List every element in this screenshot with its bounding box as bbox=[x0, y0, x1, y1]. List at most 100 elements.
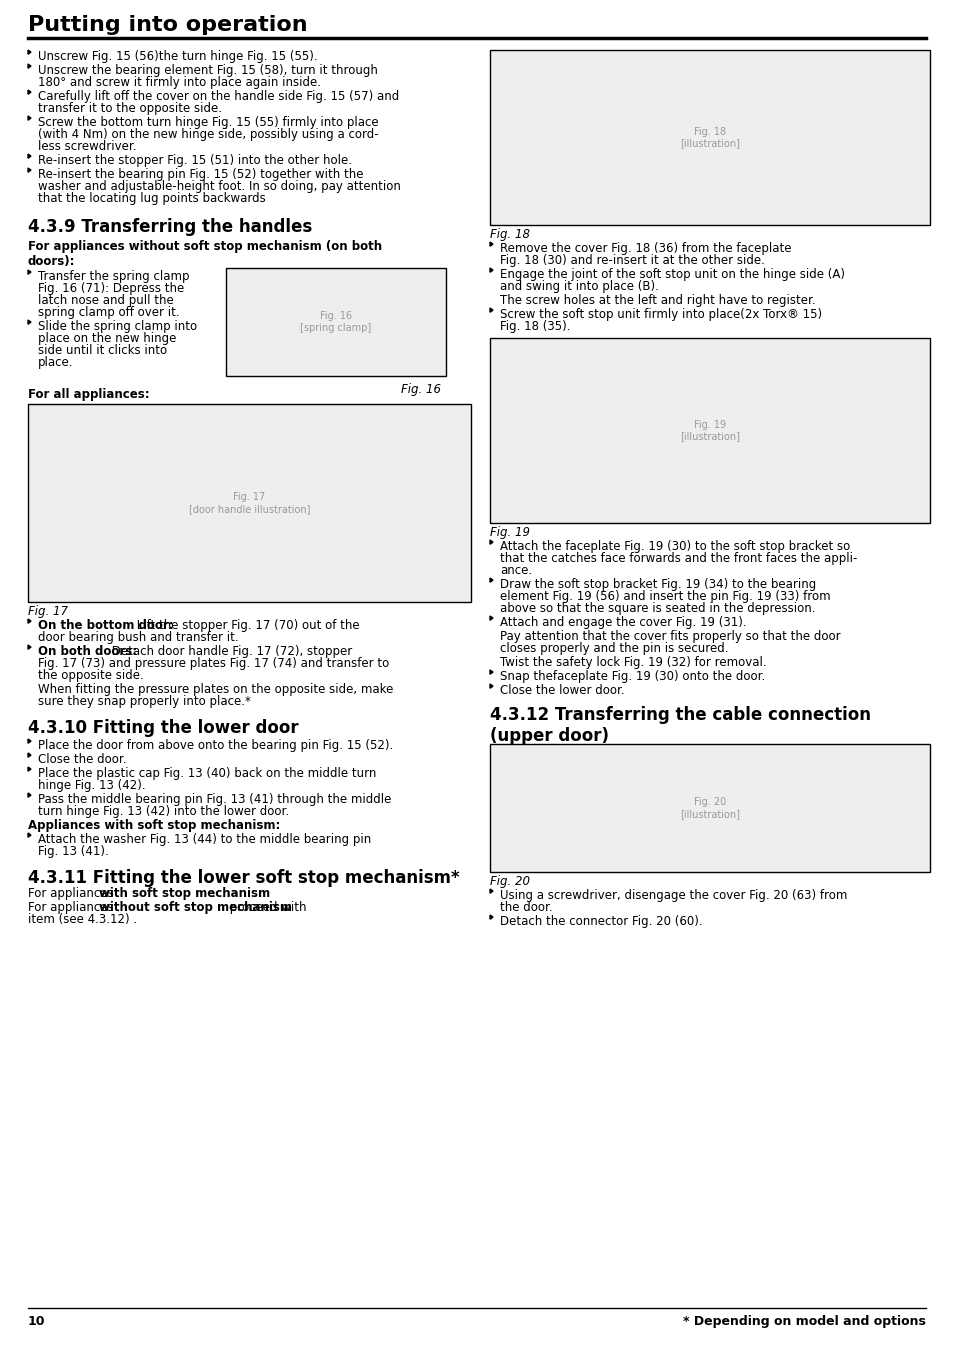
Text: Engage the joint of the soft stop unit on the hinge side (A): Engage the joint of the soft stop unit o… bbox=[499, 269, 844, 281]
Text: Fig. 19
[illustration]: Fig. 19 [illustration] bbox=[679, 420, 740, 441]
Text: that the locating lug points backwards: that the locating lug points backwards bbox=[38, 192, 266, 205]
Text: For all appliances:: For all appliances: bbox=[28, 387, 150, 401]
Text: Draw the soft stop bracket Fig. 19 (34) to the bearing: Draw the soft stop bracket Fig. 19 (34) … bbox=[499, 578, 816, 591]
Text: element Fig. 19 (56) and insert the pin Fig. 19 (33) from: element Fig. 19 (56) and insert the pin … bbox=[499, 590, 830, 603]
Text: 4.3.10 Fitting the lower door: 4.3.10 Fitting the lower door bbox=[28, 720, 298, 737]
FancyBboxPatch shape bbox=[490, 338, 929, 522]
Text: Screw the bottom turn hinge Fig. 15 (55) firmly into place: Screw the bottom turn hinge Fig. 15 (55)… bbox=[38, 116, 378, 130]
Polygon shape bbox=[28, 738, 30, 744]
Text: that the catches face forwards and the front faces the appli-: that the catches face forwards and the f… bbox=[499, 552, 857, 566]
Text: For appliances without soft stop mechanism (on both
doors):: For appliances without soft stop mechani… bbox=[28, 240, 382, 269]
Text: Fig. 18: Fig. 18 bbox=[490, 228, 530, 242]
Text: Fig. 20
[illustration]: Fig. 20 [illustration] bbox=[679, 798, 740, 819]
Polygon shape bbox=[490, 308, 493, 312]
Text: Fig. 18 (35).: Fig. 18 (35). bbox=[499, 320, 570, 333]
Text: Pay attention that the cover fits properly so that the door: Pay attention that the cover fits proper… bbox=[499, 630, 840, 643]
Text: Appliances with soft stop mechanism:: Appliances with soft stop mechanism: bbox=[28, 819, 280, 832]
Polygon shape bbox=[28, 90, 30, 94]
Text: ance.: ance. bbox=[499, 564, 532, 576]
Text: Detach the connector Fig. 20 (60).: Detach the connector Fig. 20 (60). bbox=[499, 915, 702, 927]
FancyBboxPatch shape bbox=[490, 50, 929, 225]
Polygon shape bbox=[28, 683, 30, 687]
Polygon shape bbox=[490, 915, 493, 919]
Polygon shape bbox=[28, 270, 30, 274]
FancyBboxPatch shape bbox=[28, 404, 471, 602]
Text: Close the lower door.: Close the lower door. bbox=[499, 684, 624, 697]
Text: the opposite side.: the opposite side. bbox=[38, 670, 144, 682]
Text: turn hinge Fig. 13 (42) into the lower door.: turn hinge Fig. 13 (42) into the lower d… bbox=[38, 805, 289, 818]
Text: Detach door handle Fig. 17 (72), stopper: Detach door handle Fig. 17 (72), stopper bbox=[108, 645, 352, 657]
Text: transfer it to the opposite side.: transfer it to the opposite side. bbox=[38, 103, 222, 115]
Text: and swing it into place (B).: and swing it into place (B). bbox=[499, 279, 659, 293]
Text: Fig. 19: Fig. 19 bbox=[490, 526, 530, 539]
Text: For appliances: For appliances bbox=[28, 900, 117, 914]
Text: less screwdriver.: less screwdriver. bbox=[38, 140, 136, 153]
Text: 10: 10 bbox=[28, 1315, 46, 1328]
Polygon shape bbox=[28, 620, 30, 624]
Text: with soft stop mechanism: with soft stop mechanism bbox=[99, 887, 270, 900]
Text: Place the door from above onto the bearing pin Fig. 15 (52).: Place the door from above onto the beari… bbox=[38, 738, 393, 752]
Text: Fig. 17 (73) and pressure plates Fig. 17 (74) and transfer to: Fig. 17 (73) and pressure plates Fig. 17… bbox=[38, 657, 389, 670]
Polygon shape bbox=[490, 890, 493, 894]
Polygon shape bbox=[28, 63, 30, 69]
Text: spring clamp off over it.: spring clamp off over it. bbox=[38, 306, 179, 319]
Polygon shape bbox=[28, 116, 30, 120]
Polygon shape bbox=[28, 767, 30, 771]
Text: Re-insert the bearing pin Fig. 15 (52) together with the: Re-insert the bearing pin Fig. 15 (52) t… bbox=[38, 167, 363, 181]
Text: side until it clicks into: side until it clicks into bbox=[38, 344, 167, 356]
Polygon shape bbox=[28, 833, 30, 837]
Polygon shape bbox=[490, 684, 493, 688]
Text: Fig. 16
[spring clamp]: Fig. 16 [spring clamp] bbox=[300, 312, 372, 333]
Polygon shape bbox=[28, 167, 30, 173]
Polygon shape bbox=[490, 630, 493, 634]
Text: Fig. 13 (41).: Fig. 13 (41). bbox=[38, 845, 109, 859]
Text: Fig. 16: Fig. 16 bbox=[400, 383, 440, 396]
Polygon shape bbox=[490, 616, 493, 620]
Text: (with 4 Nm) on the new hinge side, possibly using a cord-: (with 4 Nm) on the new hinge side, possi… bbox=[38, 128, 378, 140]
Text: Fig. 18 (30) and re-insert it at the other side.: Fig. 18 (30) and re-insert it at the oth… bbox=[499, 254, 764, 267]
Text: above so that the square is seated in the depression.: above so that the square is seated in th… bbox=[499, 602, 815, 616]
Polygon shape bbox=[28, 753, 30, 757]
Text: Lift the stopper Fig. 17 (70) out of the: Lift the stopper Fig. 17 (70) out of the bbox=[132, 620, 359, 632]
Text: Pass the middle bearing pin Fig. 13 (41) through the middle: Pass the middle bearing pin Fig. 13 (41)… bbox=[38, 792, 391, 806]
Polygon shape bbox=[490, 294, 493, 298]
Text: Putting into operation: Putting into operation bbox=[28, 15, 307, 35]
Text: For appliances: For appliances bbox=[28, 887, 117, 900]
Text: On both doors:: On both doors: bbox=[38, 645, 137, 657]
Text: without soft stop mechanism: without soft stop mechanism bbox=[99, 900, 292, 914]
Text: Fig. 20: Fig. 20 bbox=[490, 875, 530, 888]
Polygon shape bbox=[28, 154, 30, 158]
Text: 180° and screw it firmly into place again inside.: 180° and screw it firmly into place agai… bbox=[38, 76, 320, 89]
Text: Close the door.: Close the door. bbox=[38, 753, 127, 765]
Polygon shape bbox=[490, 656, 493, 660]
Text: Snap thefaceplate Fig. 19 (30) onto the door.: Snap thefaceplate Fig. 19 (30) onto the … bbox=[499, 670, 764, 683]
Text: Fig. 16 (71): Depress the: Fig. 16 (71): Depress the bbox=[38, 282, 184, 296]
Text: Carefully lift off the cover on the handle side Fig. 15 (57) and: Carefully lift off the cover on the hand… bbox=[38, 90, 399, 103]
Text: Fig. 18
[illustration]: Fig. 18 [illustration] bbox=[679, 127, 740, 148]
Text: proceed with: proceed with bbox=[226, 900, 307, 914]
Polygon shape bbox=[490, 670, 493, 674]
Text: sure they snap properly into place.*: sure they snap properly into place.* bbox=[38, 695, 251, 707]
Text: Slide the spring clamp into: Slide the spring clamp into bbox=[38, 320, 197, 333]
Text: The screw holes at the left and right have to register.: The screw holes at the left and right ha… bbox=[499, 294, 815, 306]
Text: Unscrew Fig. 15 (56)the turn hinge Fig. 15 (55).: Unscrew Fig. 15 (56)the turn hinge Fig. … bbox=[38, 50, 317, 63]
Text: closes properly and the pin is secured.: closes properly and the pin is secured. bbox=[499, 643, 728, 655]
Text: Twist the safety lock Fig. 19 (32) for removal.: Twist the safety lock Fig. 19 (32) for r… bbox=[499, 656, 766, 670]
Text: item (see 4.3.12) .: item (see 4.3.12) . bbox=[28, 913, 137, 926]
Text: Screw the soft stop unit firmly into place(2x Torx® 15): Screw the soft stop unit firmly into pla… bbox=[499, 308, 821, 321]
Text: Fig. 17: Fig. 17 bbox=[28, 605, 68, 618]
Polygon shape bbox=[490, 242, 493, 246]
Text: Using a screwdriver, disengage the cover Fig. 20 (63) from: Using a screwdriver, disengage the cover… bbox=[499, 890, 846, 902]
Text: Transfer the spring clamp: Transfer the spring clamp bbox=[38, 270, 190, 284]
Polygon shape bbox=[28, 50, 30, 54]
Text: Re-insert the stopper Fig. 15 (51) into the other hole.: Re-insert the stopper Fig. 15 (51) into … bbox=[38, 154, 352, 167]
Text: Unscrew the bearing element Fig. 15 (58), turn it through: Unscrew the bearing element Fig. 15 (58)… bbox=[38, 63, 377, 77]
Text: 4.3.12 Transferring the cable connection
(upper door): 4.3.12 Transferring the cable connection… bbox=[490, 706, 870, 745]
Text: place on the new hinge: place on the new hinge bbox=[38, 332, 176, 346]
Text: latch nose and pull the: latch nose and pull the bbox=[38, 294, 173, 306]
Polygon shape bbox=[490, 269, 493, 273]
FancyBboxPatch shape bbox=[490, 744, 929, 872]
Text: the door.: the door. bbox=[499, 900, 552, 914]
Text: Attach the washer Fig. 13 (44) to the middle bearing pin: Attach the washer Fig. 13 (44) to the mi… bbox=[38, 833, 371, 846]
Text: 4.3.11 Fitting the lower soft stop mechanism*: 4.3.11 Fitting the lower soft stop mecha… bbox=[28, 869, 459, 887]
